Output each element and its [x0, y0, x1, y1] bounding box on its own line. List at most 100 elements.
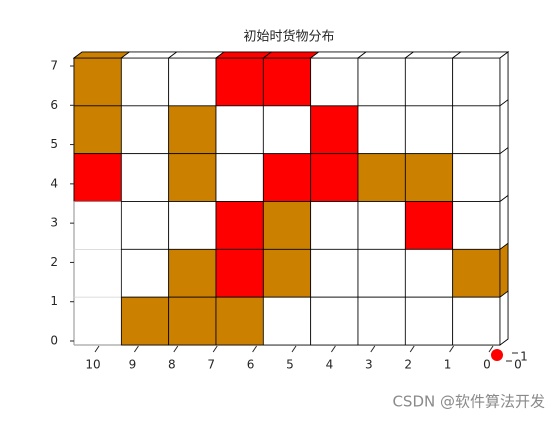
cell — [168, 57, 217, 107]
x-tick-label: 0 — [483, 358, 491, 372]
cell — [310, 296, 359, 346]
x-tick-label: 2 — [404, 358, 412, 372]
cell — [404, 296, 454, 346]
cell-side — [499, 290, 509, 346]
x-tick — [449, 345, 455, 353]
cell — [168, 248, 217, 298]
cell — [404, 57, 454, 107]
y-tick-label: 7 — [50, 59, 58, 73]
y-tick-label: 4 — [50, 176, 58, 190]
cell — [357, 153, 406, 202]
x-tick — [212, 345, 218, 353]
cell — [310, 153, 359, 202]
cell — [262, 153, 312, 202]
cell — [120, 201, 170, 250]
cell-top — [451, 51, 510, 59]
cell — [357, 296, 406, 346]
cell — [357, 248, 406, 298]
cell — [168, 201, 217, 250]
empty-cell — [73, 296, 122, 346]
x-tick-label: 10 — [85, 358, 100, 372]
cell-top — [404, 51, 462, 59]
x-tick-label: 6 — [247, 358, 255, 372]
cell-side — [499, 194, 509, 251]
x-tick-label: 4 — [326, 358, 334, 372]
x-tick — [133, 345, 139, 353]
cell — [310, 57, 359, 107]
z-tick-label: 1 — [520, 350, 528, 364]
empty-cell — [73, 201, 122, 250]
cell-side — [499, 146, 509, 203]
cell — [452, 296, 501, 346]
watermark: CSDN @软件算法开发 — [392, 393, 545, 411]
cell — [215, 153, 264, 202]
cell-side — [499, 242, 509, 298]
cell — [404, 201, 454, 250]
cell — [120, 105, 170, 155]
cell — [262, 105, 312, 155]
x-tick-label: 5 — [286, 358, 294, 372]
cell — [120, 296, 170, 346]
y-tick-label: 2 — [50, 255, 58, 269]
cell — [404, 248, 454, 298]
cell — [357, 57, 406, 107]
y-tick-label: 6 — [50, 98, 58, 112]
cell — [262, 201, 312, 250]
z-tick-label: 0 — [514, 358, 522, 372]
x-tick — [370, 345, 376, 353]
x-tick — [94, 345, 100, 353]
cell — [73, 153, 122, 202]
x-tick-label: 8 — [168, 358, 176, 372]
cell — [452, 201, 501, 250]
cell — [120, 153, 170, 202]
cell — [168, 296, 217, 346]
y-tick-label: 5 — [50, 137, 58, 151]
cell — [452, 248, 501, 298]
cell — [310, 248, 359, 298]
cell — [452, 105, 501, 155]
x-tick — [409, 345, 415, 353]
cell-top — [167, 51, 226, 59]
cell-top — [120, 51, 178, 59]
x-tick-label: 9 — [129, 358, 137, 372]
x-tick — [291, 345, 297, 353]
cell — [215, 201, 264, 250]
cell — [168, 105, 217, 155]
x-tick — [252, 345, 258, 353]
marker — [491, 349, 503, 361]
x-tick — [173, 345, 179, 353]
chart-title: 初始时货物分布 — [243, 29, 334, 45]
x-tick-label: 1 — [444, 358, 452, 372]
cell-top — [309, 51, 368, 59]
cell — [452, 57, 501, 107]
cell-top — [356, 51, 415, 59]
cell-top — [214, 51, 273, 59]
cell — [357, 201, 406, 250]
cell — [215, 248, 264, 298]
cell — [310, 105, 359, 155]
cell — [73, 57, 122, 107]
cell — [357, 105, 406, 155]
y-tick-label: 3 — [50, 216, 58, 230]
cell — [452, 153, 501, 202]
empty-cell — [73, 249, 122, 298]
x-tick-label: 7 — [207, 358, 215, 372]
cell — [215, 57, 264, 107]
cell-side — [499, 51, 509, 107]
x-tick-label: 3 — [365, 358, 373, 372]
x-tick — [330, 345, 336, 353]
cell — [404, 105, 454, 155]
cell — [262, 248, 312, 298]
x-tick — [488, 345, 494, 353]
cell — [215, 296, 264, 346]
cell-side — [499, 99, 509, 155]
cell — [404, 153, 454, 202]
cell — [120, 248, 170, 298]
cell — [262, 57, 312, 107]
cell-top — [72, 51, 131, 59]
y-tick-label: 1 — [50, 294, 58, 308]
cell — [310, 201, 359, 250]
cell — [120, 57, 170, 107]
y-tick-label: 0 — [50, 334, 58, 348]
